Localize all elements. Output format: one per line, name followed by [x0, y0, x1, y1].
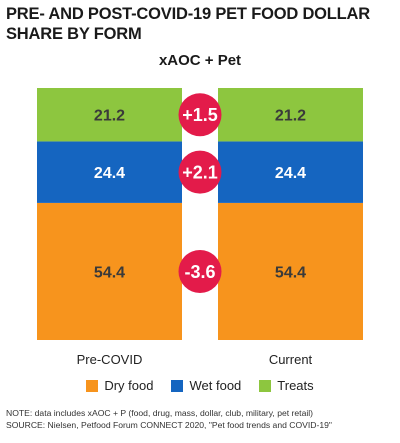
legend-swatch [259, 379, 272, 392]
chart-title-line-2: SHARE BY FORM [6, 25, 142, 43]
data-label-wet-food-current: 24.4 [275, 165, 306, 182]
legend-label: Dry food [104, 378, 154, 393]
legend-item-dry-food: Dry food [86, 378, 153, 393]
change-label-treats: +1.5 [182, 105, 218, 125]
category-label-current: Current [269, 352, 313, 367]
data-label-treats-current: 21.2 [275, 108, 306, 125]
legend-item-wet-food: Wet food [171, 378, 241, 393]
footnote-source: SOURCE: Nielsen, Petfood Forum CONNECT 2… [6, 420, 332, 430]
footnote-note: NOTE: data includes xAOC + P (food, drug… [6, 408, 314, 418]
bar-segment-treats-pre-covid [37, 88, 182, 142]
change-label-wet-food: +2.1 [182, 163, 218, 183]
change-circle-wet-food [178, 150, 222, 194]
change-circle-dry-food [178, 249, 222, 293]
chart-title: PRE- AND POST-COVID-19 PET FOOD DOLLAR S… [6, 4, 394, 44]
bar-segment-dry-food-current [218, 202, 363, 340]
legend-swatch [86, 379, 99, 392]
change-label-dry-food: -3.6 [184, 262, 215, 282]
bar-segment-wet-food-current [218, 141, 363, 203]
legend-item-treats: Treats [259, 378, 314, 393]
data-label-dry-food-pre-covid: 54.4 [94, 264, 125, 281]
category-label-pre-covid: Pre-COVID [77, 352, 143, 367]
footnote: NOTE: data includes xAOC + P (food, drug… [6, 407, 398, 431]
chart-title-line-1: PRE- AND POST-COVID-19 PET FOOD DOLLAR [6, 5, 370, 23]
legend-swatch [171, 379, 184, 392]
legend-label: Treats [277, 378, 314, 393]
data-label-wet-food-pre-covid: 24.4 [94, 165, 125, 182]
change-circle-treats [178, 93, 222, 137]
legend: Dry food Wet food Treats [0, 378, 400, 393]
bar-segment-wet-food-pre-covid [37, 141, 182, 203]
bar-segment-treats-current [218, 88, 363, 142]
data-label-treats-pre-covid: 21.2 [94, 108, 125, 125]
legend-label: Wet food [189, 378, 242, 393]
chart-subtitle: xAOC + Pet [158, 52, 242, 69]
data-label-dry-food-current: 54.4 [275, 264, 306, 281]
bar-segment-dry-food-pre-covid [37, 202, 182, 340]
